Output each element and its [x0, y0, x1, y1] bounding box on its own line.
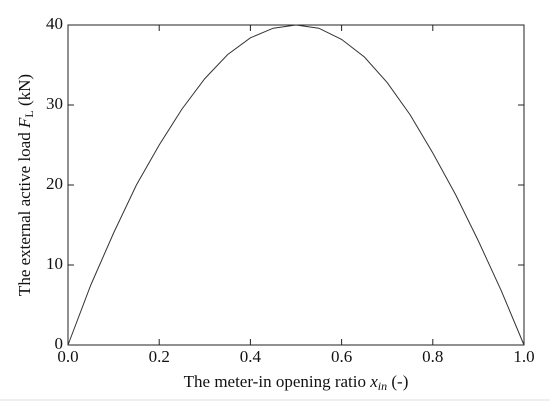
y-tick-label: 30	[46, 94, 63, 113]
x-tick-label: 1.0	[513, 347, 534, 366]
y-tick-label: 0	[55, 334, 64, 353]
line-series	[67, 24, 525, 346]
x-label-text: The meter-in opening ratio	[184, 372, 371, 391]
x-label-unit: (-)	[387, 372, 408, 391]
x-tick-label: 0.4	[240, 347, 262, 366]
x-tick-label: 0.2	[149, 347, 170, 366]
y-label-unit: (kN)	[15, 74, 34, 110]
x-label-symbol: x	[369, 372, 378, 391]
y-label-text: The external active load	[15, 128, 34, 296]
x-label-subscript: in	[378, 379, 387, 393]
y-axis-label: The external active load FL (kN)	[15, 74, 36, 296]
x-axis-label: The meter-in opening ratio xin (-)	[184, 372, 409, 393]
y-tick-label: 10	[46, 254, 63, 273]
y-label-subscript: L	[22, 110, 36, 117]
y-tick-label: 20	[46, 174, 63, 193]
y-label-symbol: F	[15, 117, 34, 129]
x-tick-label: 0.8	[422, 347, 443, 366]
x-tick-label: 0.6	[331, 347, 352, 366]
x-tick-label: 0.0	[57, 347, 78, 366]
y-tick-label: 40	[46, 14, 63, 33]
